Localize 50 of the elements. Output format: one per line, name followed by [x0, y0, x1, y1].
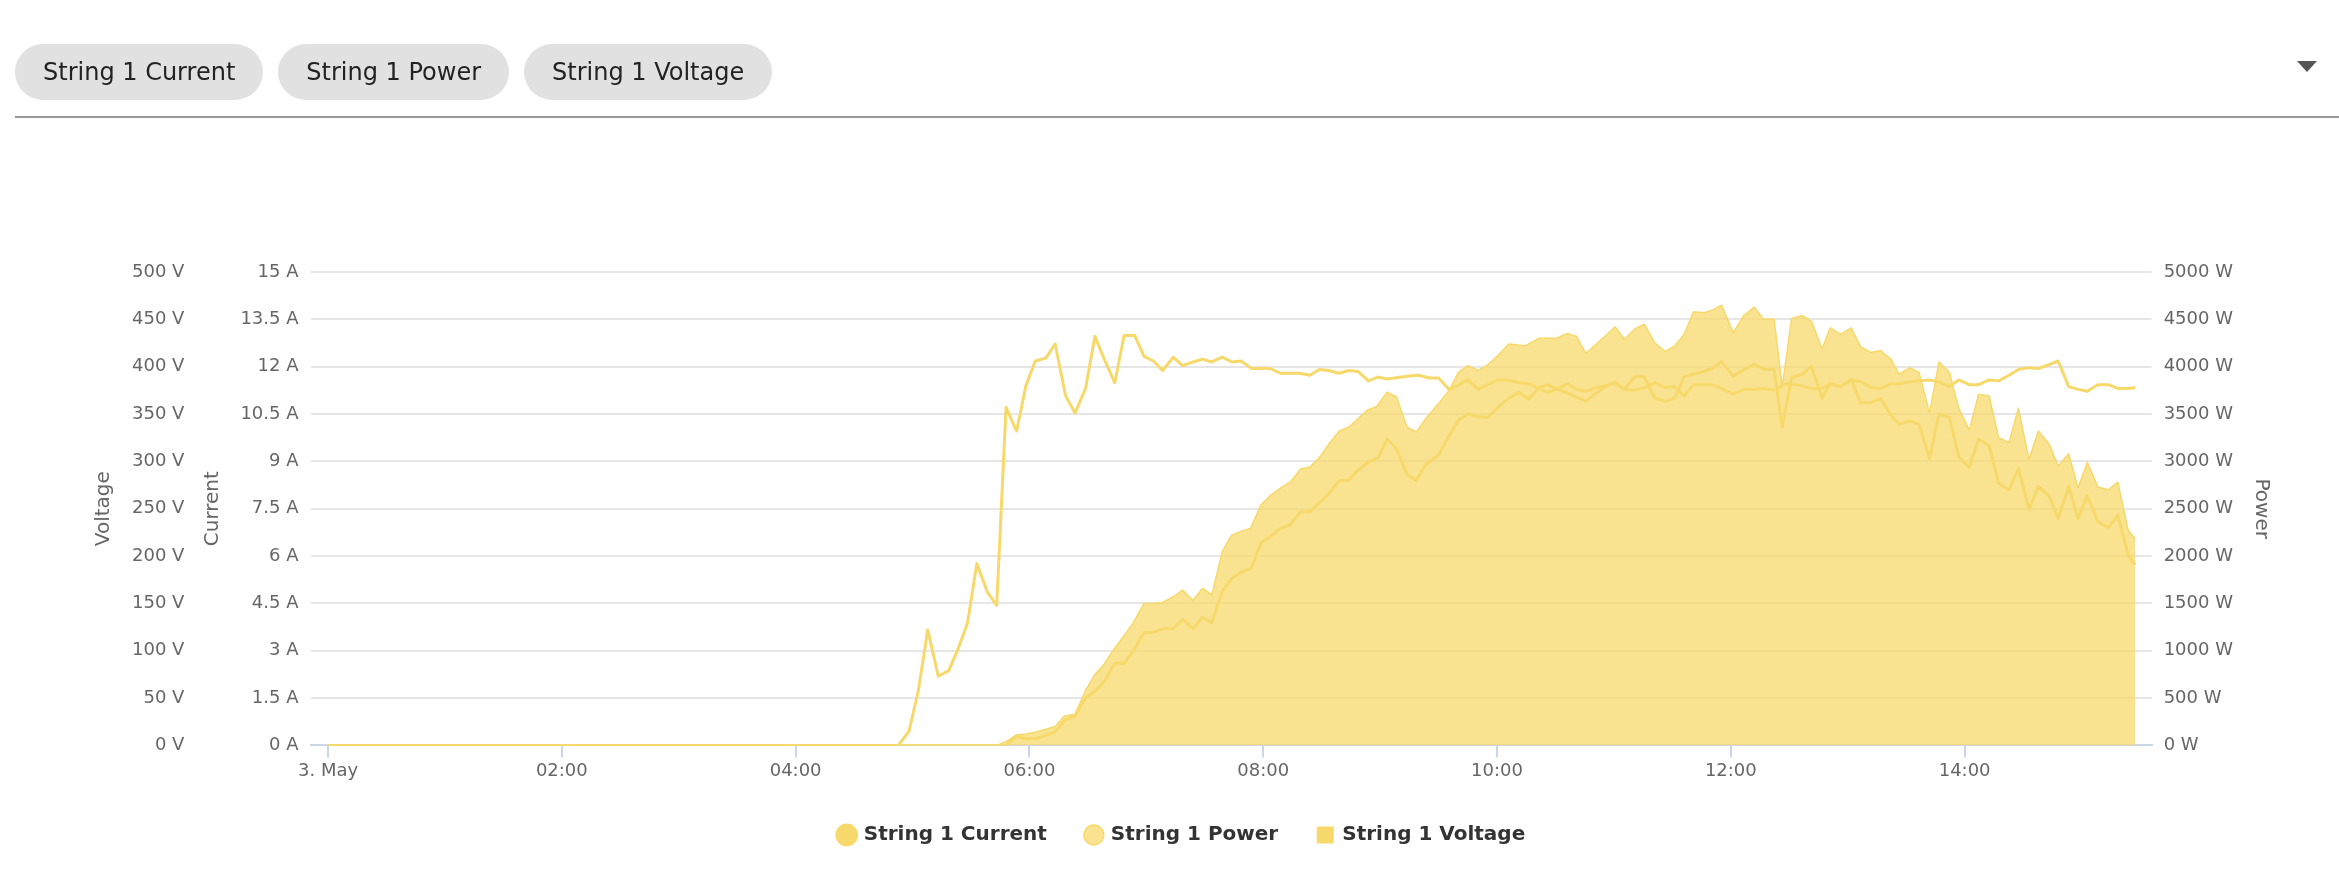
y2-tick-label: 1000 W — [2163, 638, 2234, 660]
y-tick-label: 4.5 A — [251, 591, 300, 613]
x-tick-label: 14:00 — [1938, 758, 1991, 780]
y-tick-label: 0 A — [269, 733, 300, 755]
y2-axis-title: Power — [2250, 478, 2275, 540]
y2-tick-label: 4000 W — [2163, 354, 2234, 376]
y-tick-label: 15 A — [257, 259, 300, 281]
legend-label: String 1 Current — [863, 821, 1048, 846]
x-tick-label: 04:00 — [769, 758, 822, 780]
filter-chip[interactable]: String 1 Voltage — [524, 44, 773, 100]
y2-tick-label: 5000 W — [2163, 259, 2234, 281]
y3-tick-label: 500 V — [131, 259, 186, 281]
y2-tick-label: 4500 W — [2163, 307, 2234, 329]
y2-tick-label: 1500 W — [2163, 591, 2234, 613]
y-tick-label: 12 A — [257, 354, 300, 376]
y2-tick-label: 0 W — [2163, 733, 2199, 755]
y3-tick-label: 250 V — [131, 496, 186, 518]
y3-tick-label: 450 V — [131, 307, 186, 329]
x-tick-label: 12:00 — [1704, 758, 1757, 780]
x-tick-label: 10:00 — [1471, 758, 1523, 780]
y-tick-label: 3 A — [269, 638, 300, 660]
x-tick-label: 06:00 — [1003, 758, 1056, 780]
x-tick-label: 3. May — [297, 758, 359, 780]
y-tick-label: 7.5 A — [251, 496, 300, 518]
y3-tick-label: 400 V — [131, 354, 186, 376]
y3-tick-label: 300 V — [131, 449, 186, 471]
filter-chip[interactable]: String 1 Current — [15, 44, 264, 100]
y-tick-label: 6 A — [269, 543, 300, 565]
y2-tick-label: 2000 W — [2163, 543, 2234, 565]
y3-tick-label: 200 V — [131, 543, 186, 565]
y-axis-title: Current — [198, 470, 223, 547]
y2-tick-label: 500 W — [2163, 685, 2222, 707]
y3-tick-label: 0 V — [154, 733, 186, 755]
y-tick-label: 10.5 A — [240, 401, 300, 423]
y3-tick-label: 350 V — [131, 401, 186, 423]
legend-label: String 1 Voltage — [1342, 821, 1526, 846]
y3-tick-label: 50 V — [143, 685, 186, 707]
y2-tick-label: 3000 W — [2163, 449, 2234, 471]
y3-tick-label: 150 V — [131, 591, 186, 613]
y2-tick-label: 3500 W — [2163, 401, 2234, 423]
legend-label: String 1 Power — [1110, 821, 1279, 846]
x-tick-label: 02:00 — [535, 758, 588, 780]
y-tick-label: 13.5 A — [240, 307, 300, 329]
y3-tick-label: 100 V — [131, 638, 186, 660]
x-tick-label: 08:00 — [1237, 758, 1290, 780]
y2-tick-label: 2500 W — [2163, 496, 2234, 518]
y3-axis-title: Voltage — [90, 471, 115, 547]
y-tick-label: 1.5 A — [251, 685, 300, 707]
filter-chip[interactable]: String 1 Power — [278, 44, 509, 100]
y-tick-label: 9 A — [269, 449, 300, 471]
